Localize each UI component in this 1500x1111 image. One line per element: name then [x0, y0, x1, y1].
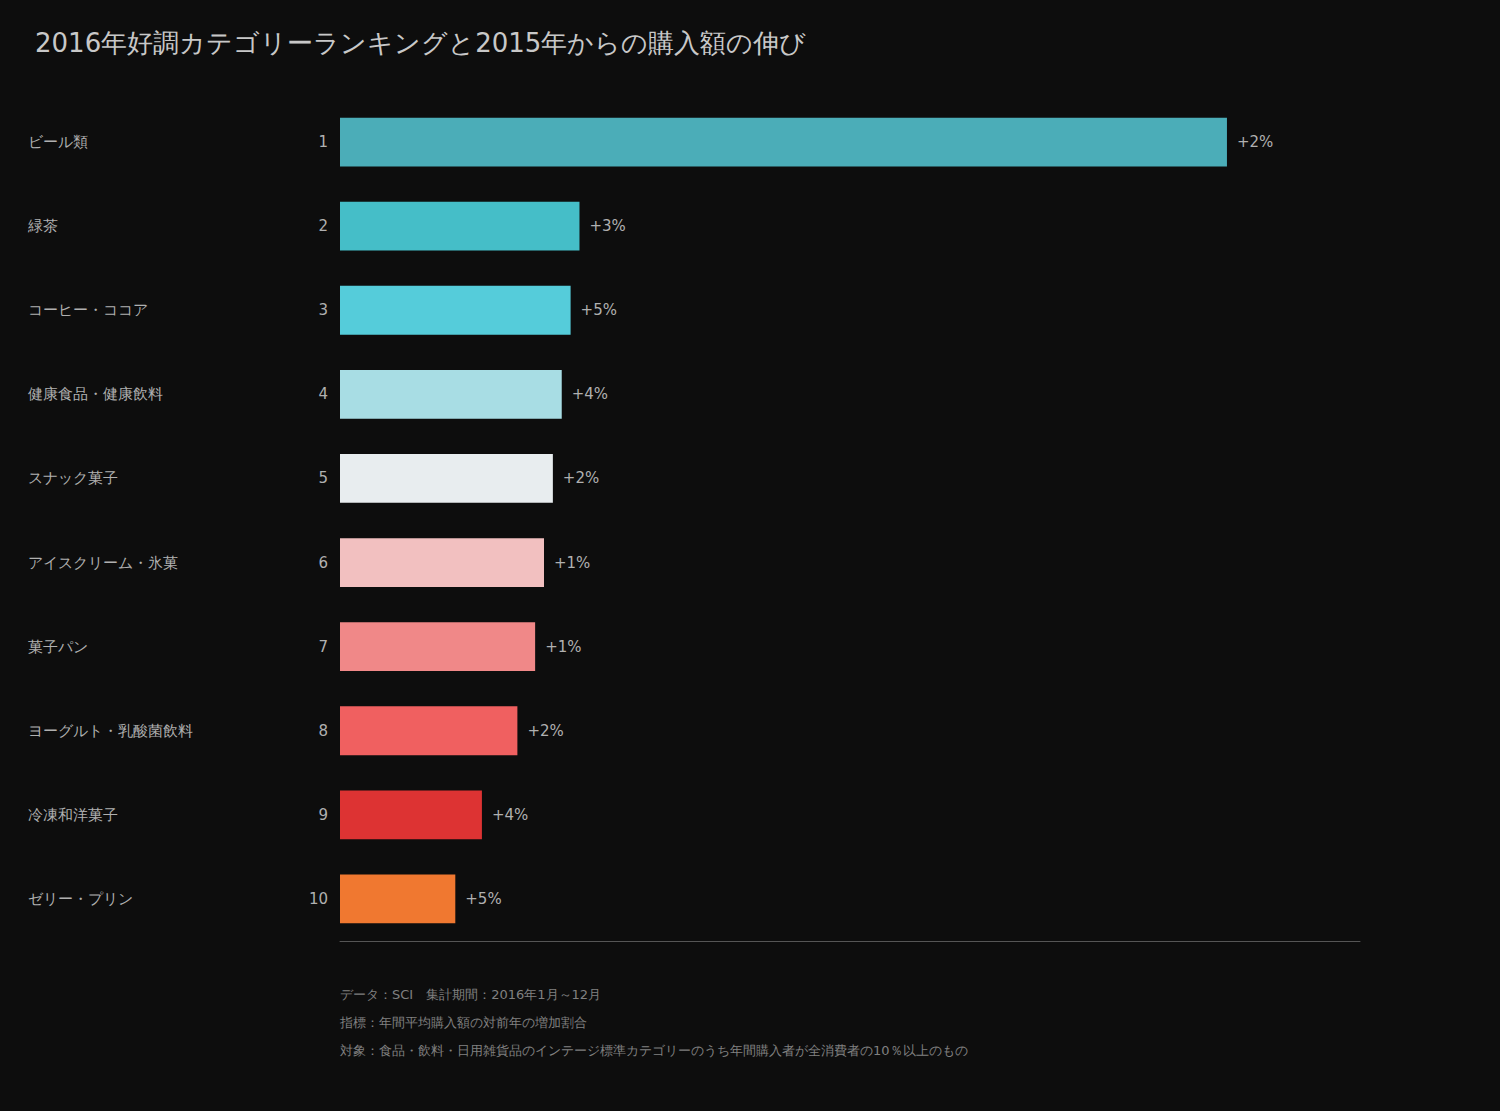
svg-text:2: 2 [318, 217, 328, 235]
svg-text:5: 5 [318, 469, 328, 487]
svg-text:+4%: +4% [492, 806, 528, 824]
svg-text:コーヒー・ココア: コーヒー・ココア [28, 301, 148, 319]
svg-text:+4%: +4% [572, 385, 608, 403]
svg-text:指標：年間平均購入額の対前年の増加割合: 指標：年間平均購入額の対前年の増加割合 [339, 1015, 587, 1030]
svg-text:3: 3 [318, 301, 328, 319]
svg-text:4: 4 [318, 385, 328, 403]
svg-text:8: 8 [318, 722, 328, 740]
svg-text:スナック菓子: スナック菓子 [28, 469, 118, 487]
svg-text:+2%: +2% [527, 722, 563, 740]
svg-text:ヨーグルト・乳酸菌飲料: ヨーグルト・乳酸菌飲料 [28, 722, 193, 740]
svg-text:緑茶: 緑茶 [27, 217, 58, 235]
svg-text:+3%: +3% [589, 217, 625, 235]
svg-text:+1%: +1% [554, 554, 590, 572]
svg-text:7: 7 [318, 638, 328, 656]
svg-text:+2%: +2% [1237, 133, 1273, 151]
svg-text:+1%: +1% [545, 638, 581, 656]
svg-text:菓子パン: 菓子パン [28, 638, 88, 656]
svg-text:+5%: +5% [581, 301, 617, 319]
svg-text:9: 9 [318, 806, 328, 824]
svg-text:10: 10 [309, 890, 328, 908]
svg-text:1: 1 [318, 133, 328, 151]
svg-text:+5%: +5% [465, 890, 501, 908]
svg-text:対象：食品・飲料・日用雑貨品のインテージ標準カテゴリーのうち: 対象：食品・飲料・日用雑貨品のインテージ標準カテゴリーのうち年間購入者が全消費者… [340, 1043, 968, 1058]
svg-text:ゼリー・プリン: ゼリー・プリン [28, 890, 133, 908]
svg-text:冷凍和洋菓子: 冷凍和洋菓子 [28, 806, 118, 824]
svg-text:アイスクリーム・氷菓: アイスクリーム・氷菓 [28, 554, 178, 572]
svg-text:+2%: +2% [563, 469, 599, 487]
svg-text:6: 6 [318, 554, 328, 572]
svg-text:健康食品・健康飲料: 健康食品・健康飲料 [28, 385, 163, 403]
svg-text:2016年好調カテゴリーランキングと2015年からの購入額の: 2016年好調カテゴリーランキングと2015年からの購入額の伸び [35, 28, 806, 58]
svg-text:データ：SCI 集計期間：2016年1月～12月: データ：SCI 集計期間：2016年1月～12月 [340, 987, 601, 1002]
svg-text:ビール類: ビール類 [28, 133, 88, 151]
